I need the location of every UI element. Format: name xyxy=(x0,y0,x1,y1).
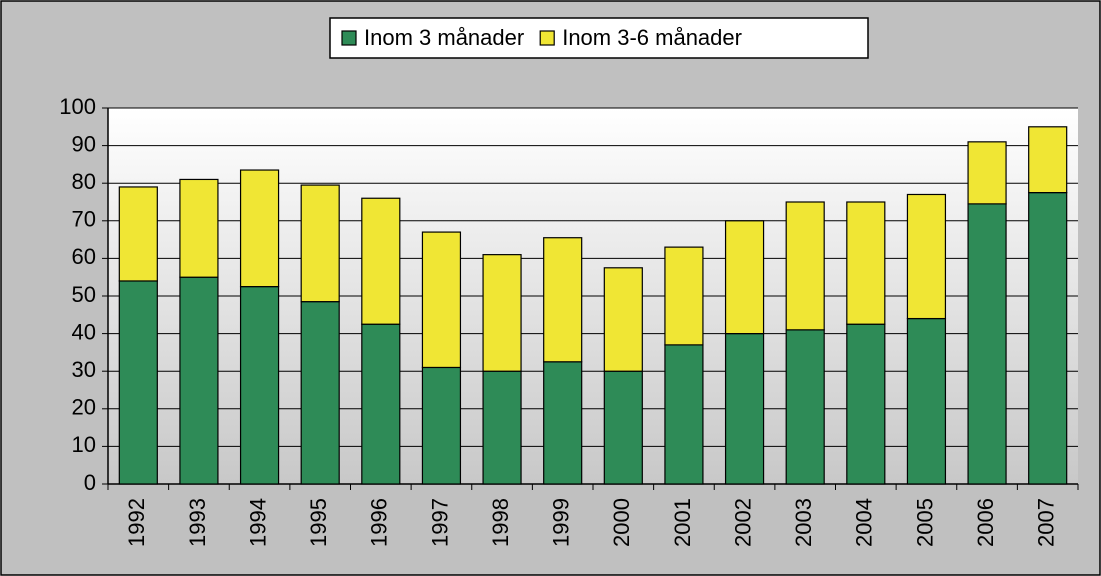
bar-segment xyxy=(785,201,825,331)
x-tick-label: 2001 xyxy=(670,498,695,547)
bar-segment xyxy=(906,317,947,485)
bar-segment xyxy=(1028,192,1068,485)
bar-segment xyxy=(846,201,886,325)
bar-segment xyxy=(118,280,158,485)
legend-swatch xyxy=(539,30,555,46)
bar-segment xyxy=(724,220,765,335)
x-tick-label: 2002 xyxy=(730,498,755,547)
bar-segment xyxy=(846,323,886,485)
bar-segment xyxy=(421,366,462,485)
x-tick-label: 2000 xyxy=(609,498,634,547)
legend-label: Inom 3 månader xyxy=(364,25,524,50)
bar-segment xyxy=(664,344,704,485)
x-tick-label: 1993 xyxy=(185,498,210,547)
x-tick-label: 2005 xyxy=(912,498,937,547)
x-tick-label: 2006 xyxy=(973,498,998,547)
bar-segment xyxy=(724,333,765,485)
bar-segment xyxy=(361,197,401,325)
x-tick-label: 2003 xyxy=(791,498,816,547)
legend-swatch xyxy=(341,30,357,46)
bar-segment xyxy=(179,178,219,278)
bar-segment xyxy=(179,276,219,485)
bar-segment xyxy=(239,286,280,485)
bar-segment xyxy=(421,231,462,369)
x-tick-label: 1995 xyxy=(306,498,331,547)
y-tick-label: 80 xyxy=(72,169,96,194)
x-tick-label: 2004 xyxy=(852,498,877,547)
y-tick-label: 60 xyxy=(72,244,96,269)
bar-segment xyxy=(664,246,704,346)
bar-segment xyxy=(543,237,583,363)
bar-segment xyxy=(300,184,340,303)
bar-segment xyxy=(967,141,1007,205)
y-tick-label: 70 xyxy=(72,207,96,232)
bar-segment xyxy=(543,361,583,485)
x-tick-label: 1992 xyxy=(124,498,149,547)
bar-segment xyxy=(482,254,522,372)
legend-label: Inom 3-6 månader xyxy=(562,25,742,50)
bar-segment xyxy=(1028,126,1068,194)
bar-segment xyxy=(239,169,280,288)
x-tick-label: 1997 xyxy=(427,498,452,547)
y-tick-label: 50 xyxy=(72,282,96,307)
x-tick-label: 1994 xyxy=(245,498,270,547)
bar-segment xyxy=(603,267,643,372)
bar-segment xyxy=(361,323,401,485)
y-tick-label: 90 xyxy=(72,131,96,156)
x-tick-label: 2007 xyxy=(1034,498,1059,547)
y-tick-label: 20 xyxy=(72,395,96,420)
bar-segment xyxy=(967,203,1007,485)
y-tick-label: 40 xyxy=(72,319,96,344)
bar-segment xyxy=(300,301,340,485)
y-tick-label: 30 xyxy=(72,357,96,382)
legend xyxy=(329,17,869,59)
x-tick-label: 1999 xyxy=(549,498,574,547)
bar-segment xyxy=(785,329,825,485)
y-tick-label: 0 xyxy=(84,470,96,495)
x-tick-label: 1996 xyxy=(367,498,392,547)
y-tick-label: 10 xyxy=(72,432,96,457)
bar-segment xyxy=(603,370,643,485)
x-tick-label: 1998 xyxy=(488,498,513,547)
y-tick-label: 100 xyxy=(59,94,96,119)
bar-segment xyxy=(906,193,947,320)
bar-segment xyxy=(118,186,158,282)
bar-segment xyxy=(482,370,522,485)
